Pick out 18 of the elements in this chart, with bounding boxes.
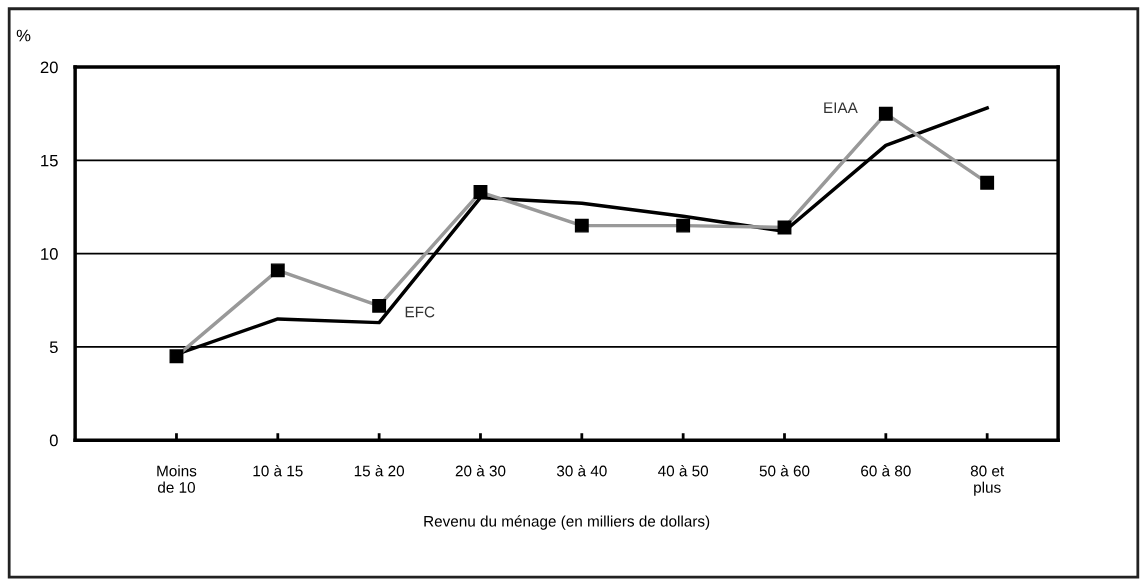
y-axis-title: %	[16, 29, 31, 42]
x-tick-label: 40 à 50	[658, 464, 709, 477]
x-tick-label: 60 à 80	[861, 464, 911, 477]
series-label: EFC	[405, 306, 435, 318]
x-tick-label: 15 à 20	[354, 464, 405, 477]
y-tick-label: 20	[40, 61, 58, 74]
x-tick-label: Moins de 10	[157, 465, 197, 493]
y-tick-label: 10	[41, 248, 58, 260]
y-tick-label: 5	[49, 341, 58, 354]
x-tick-label: 50 à 60	[759, 464, 810, 477]
x-tick-label: 80 et plus	[970, 465, 1005, 496]
y-tick-label: 0	[49, 434, 58, 447]
series-label: EIAA	[824, 102, 858, 113]
y-tick-label: 15	[41, 154, 58, 167]
x-tick-label: 30 à 40	[556, 464, 607, 477]
x-tick-label: 20 à 30	[455, 464, 506, 477]
x-tick-label: 10 à 15	[253, 464, 303, 477]
x-axis-title: Revenu du ménage (en milliers de dollars)	[424, 515, 710, 530]
